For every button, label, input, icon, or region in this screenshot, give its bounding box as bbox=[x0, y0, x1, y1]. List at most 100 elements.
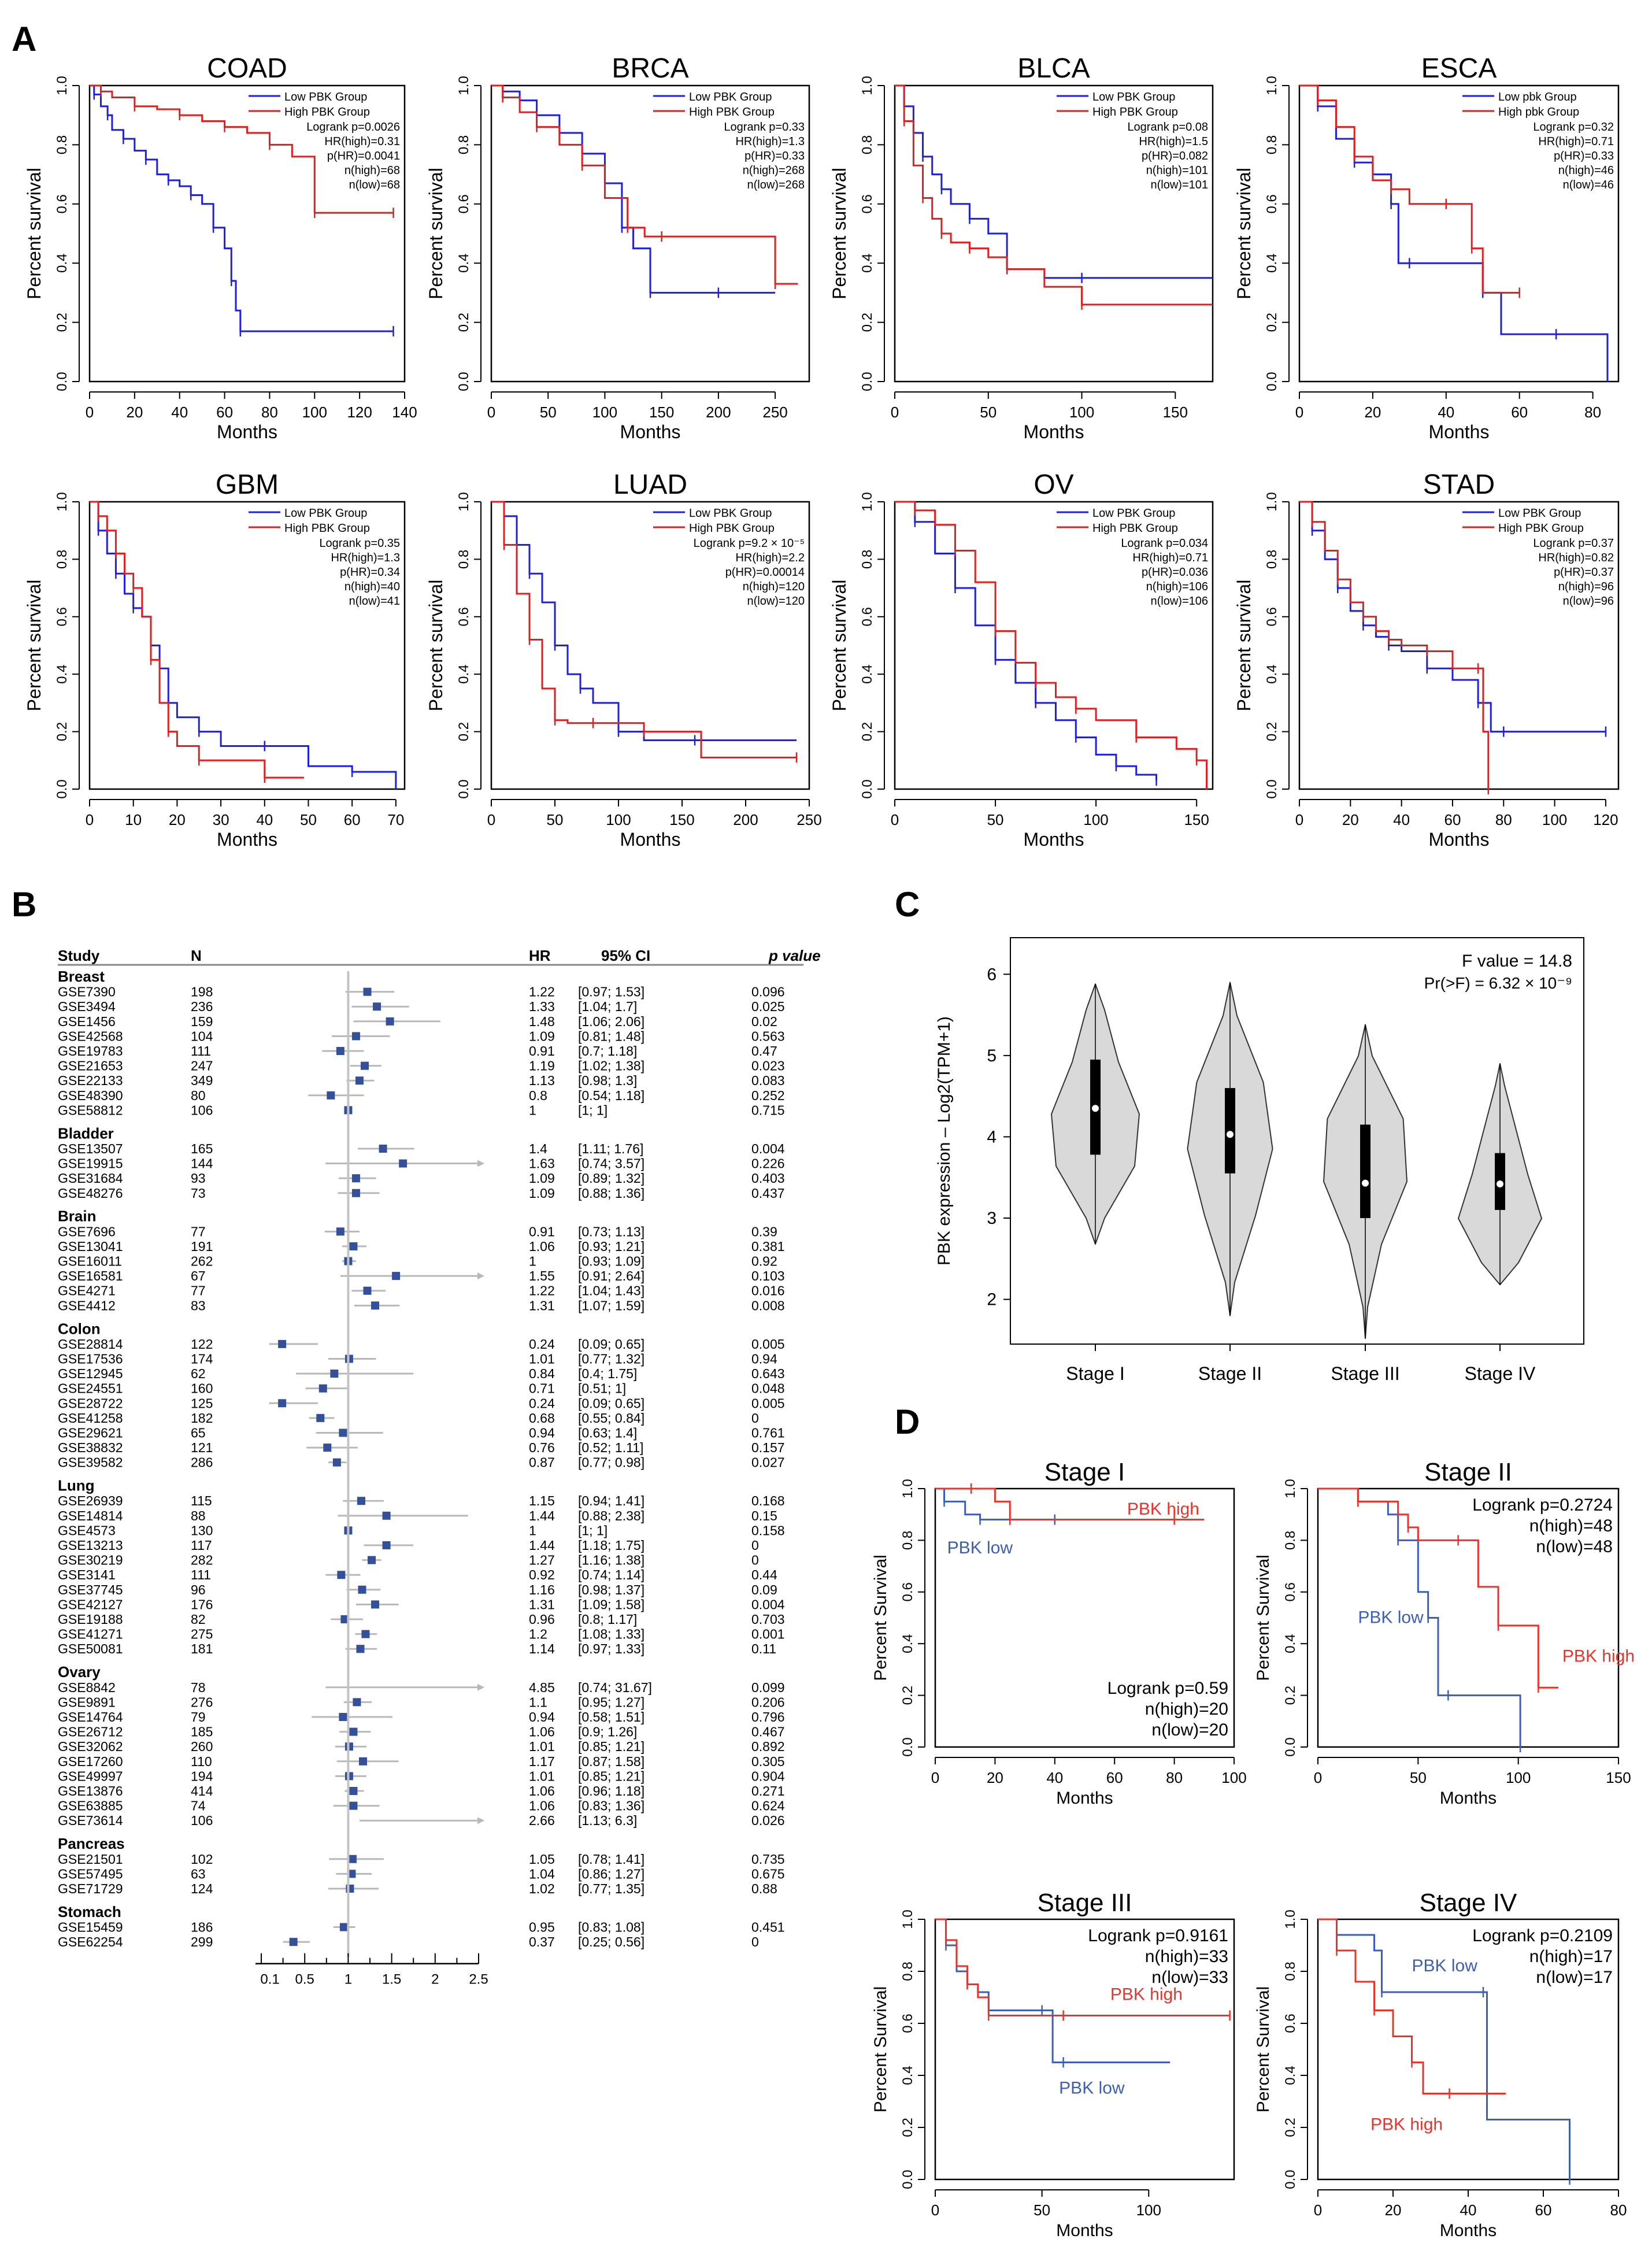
study-hr: 0.8 bbox=[529, 1088, 547, 1103]
stat-text: Logrank p=0.35 bbox=[319, 537, 400, 550]
study-ci: [0.83; 1.36] bbox=[578, 1798, 644, 1814]
x-tick-label: 100 bbox=[1506, 1769, 1531, 1786]
study-n: 82 bbox=[191, 1612, 206, 1627]
hr-marker bbox=[357, 1497, 365, 1505]
study-n: 174 bbox=[191, 1351, 213, 1366]
study-id: GSE19915 bbox=[58, 1156, 123, 1171]
y-axis-label: Percent survival bbox=[425, 580, 446, 712]
study-id: GSE62254 bbox=[58, 1934, 123, 1949]
study-id: GSE12945 bbox=[58, 1366, 123, 1381]
study-n: 106 bbox=[191, 1102, 213, 1117]
x-tick-label: 80 bbox=[1610, 2201, 1627, 2219]
km-plot-d2: Stage II 0 50 100 150 Months 0.0 0.2 0.4 0.6 0.8 1.… bbox=[1254, 1458, 1635, 1808]
study-n: 117 bbox=[191, 1538, 212, 1553]
study-ci: [0.85; 1.21] bbox=[578, 1739, 644, 1754]
hr-marker bbox=[337, 1571, 346, 1579]
study-id: GSE30219 bbox=[58, 1553, 123, 1568]
study-p: 0 bbox=[751, 1934, 759, 1949]
study-n: 74 bbox=[191, 1798, 206, 1814]
y-axis-label: Percent survival bbox=[24, 580, 45, 712]
stat-text: Logrank p=9.2 × 10⁻⁵ bbox=[694, 537, 805, 550]
study-id: GSE28722 bbox=[58, 1396, 123, 1411]
curve-label-high: PBK high bbox=[1127, 1500, 1199, 1519]
stat-text: n(low)=46 bbox=[1563, 179, 1614, 191]
study-ci: [0.96; 1.18] bbox=[578, 1783, 644, 1798]
x-tick-label: 120 bbox=[1593, 811, 1618, 828]
y-tick-label: 0.4 bbox=[860, 254, 875, 273]
stat-text: Logrank p=0.37 bbox=[1533, 537, 1614, 550]
km-plot-a4: ESCA 0 20 40 60 80 Months 0.0 0.2 0.4 0.6 0.8 1.0 Per… bbox=[1234, 53, 1620, 442]
y-tick-label: 0.0 bbox=[1264, 779, 1280, 798]
study-p: 0.027 bbox=[751, 1455, 785, 1470]
study-id: GSE13213 bbox=[58, 1538, 123, 1553]
stat-text: n(high)=120 bbox=[743, 580, 805, 593]
legend-low: Low PBK Group bbox=[1092, 91, 1175, 103]
study-ci: [0.63; 1.4] bbox=[578, 1425, 637, 1440]
stat-text: n(high)=106 bbox=[1146, 580, 1208, 593]
study-p: 0.271 bbox=[751, 1783, 785, 1798]
study-p: 0.083 bbox=[751, 1073, 785, 1088]
study-n: 299 bbox=[191, 1934, 213, 1949]
y-tick-label: 1.0 bbox=[860, 76, 875, 95]
study-id: GSE49997 bbox=[58, 1768, 123, 1783]
study-n: 62 bbox=[191, 1366, 206, 1381]
study-p: 0.796 bbox=[751, 1709, 785, 1724]
study-n: 122 bbox=[191, 1337, 213, 1352]
study-ci: [0.25; 0.56] bbox=[578, 1934, 644, 1949]
study-n: 186 bbox=[191, 1920, 213, 1935]
study-hr: 1.63 bbox=[529, 1156, 555, 1171]
study-n: 282 bbox=[191, 1553, 213, 1568]
hr-marker bbox=[371, 1600, 380, 1609]
study-n: 80 bbox=[191, 1088, 206, 1103]
study-hr: 1.01 bbox=[529, 1768, 555, 1783]
group-label: Colon bbox=[58, 1320, 101, 1337]
y-tick-label: 0.6 bbox=[54, 194, 70, 213]
hr-marker bbox=[371, 1301, 380, 1310]
stat-text: HR(high)=1.3 bbox=[735, 135, 805, 148]
study-hr: 1.31 bbox=[529, 1597, 555, 1612]
y-tick-label: 1.0 bbox=[54, 76, 70, 95]
study-n: 111 bbox=[191, 1043, 211, 1059]
plot-frame bbox=[88, 501, 406, 790]
x-tick-label: 150 bbox=[649, 404, 674, 421]
study-ci: [1.04; 1.7] bbox=[578, 999, 637, 1014]
study-ci: [1; 1] bbox=[578, 1102, 608, 1117]
km-curve-low bbox=[491, 501, 797, 742]
study-hr: 1.01 bbox=[529, 1351, 555, 1366]
study-ci: [0.88; 2.38] bbox=[578, 1508, 644, 1523]
hr-marker bbox=[349, 1242, 358, 1250]
study-ci: [1.18; 1.75] bbox=[578, 1538, 644, 1553]
y-tick-label: 5 bbox=[987, 1046, 997, 1065]
study-n: 63 bbox=[191, 1866, 206, 1881]
y-tick-label: 0.4 bbox=[860, 665, 875, 684]
x-tick-label: 50 bbox=[547, 811, 564, 828]
study-p: 0.048 bbox=[751, 1381, 785, 1396]
study-hr: 1.27 bbox=[529, 1553, 555, 1568]
x-tick-label: 100 bbox=[1542, 811, 1567, 828]
hr-marker bbox=[348, 1855, 357, 1863]
study-ci: [0.88; 1.36] bbox=[578, 1186, 644, 1201]
study-hr: 1.15 bbox=[529, 1493, 555, 1508]
study-n: 73 bbox=[191, 1186, 206, 1201]
hr-marker bbox=[349, 1787, 358, 1795]
hr-marker bbox=[332, 1458, 341, 1467]
study-id: GSE19188 bbox=[58, 1612, 123, 1627]
plot-title: Stage I bbox=[1044, 1458, 1125, 1486]
study-n: 124 bbox=[191, 1881, 213, 1896]
y-tick-label: 0.4 bbox=[1264, 254, 1280, 273]
study-id: GSE4271 bbox=[58, 1283, 116, 1298]
x-tick-label: 0 bbox=[1314, 1769, 1322, 1786]
study-n: 159 bbox=[191, 1014, 213, 1029]
legend-low: Low PBK Group bbox=[284, 91, 367, 103]
x-category-label: Stage IV bbox=[1465, 1363, 1536, 1384]
hr-marker bbox=[353, 1698, 361, 1707]
plot-frame bbox=[894, 84, 1214, 383]
study-ci: [0.74; 31.67] bbox=[578, 1680, 652, 1695]
study-hr: 1.48 bbox=[529, 1014, 555, 1029]
y-tick-label: 0.0 bbox=[54, 372, 70, 391]
y-tick-label: 0.2 bbox=[456, 722, 472, 741]
hr-marker bbox=[399, 1159, 408, 1168]
legend-low: Low PBK Group bbox=[1498, 507, 1581, 520]
x-tick-label: 0 bbox=[931, 1769, 939, 1786]
x-tick-label: 60 bbox=[1106, 1769, 1123, 1786]
